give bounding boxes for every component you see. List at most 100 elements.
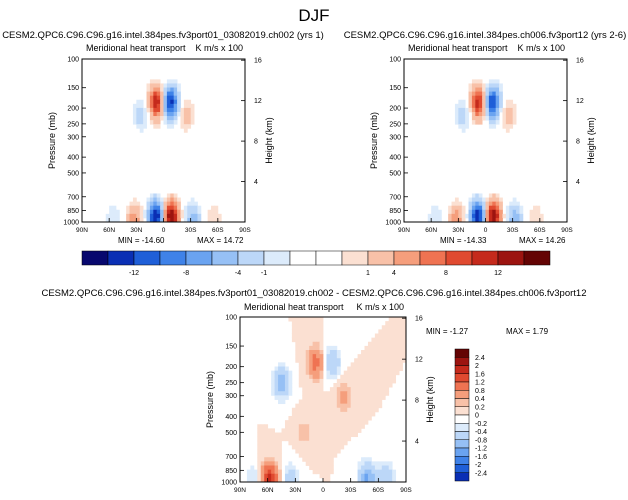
heatmap-cell — [381, 473, 386, 479]
heatmap-cell — [350, 395, 355, 400]
heatmap-cell — [302, 395, 307, 400]
heatmap-cell — [312, 325, 317, 330]
heatmap-cell — [136, 213, 141, 219]
heatmap-cell — [284, 477, 289, 483]
heatmap-cell — [260, 424, 265, 429]
heatmap-cell — [454, 107, 459, 113]
heatmap-cell — [288, 440, 293, 446]
heatmap-cell — [392, 370, 397, 376]
heatmap-cell — [482, 209, 486, 215]
heatmap-cell — [323, 457, 327, 462]
heatmap-cell — [316, 329, 320, 334]
heatmap-cell — [367, 341, 372, 347]
heatmap-cell — [319, 383, 324, 388]
heatmap-cell — [364, 477, 369, 483]
heatmap-cell — [319, 329, 324, 334]
heatmap-cell — [364, 457, 369, 462]
heatmap-cell — [492, 201, 497, 207]
pressure-tick-label: 700 — [67, 194, 79, 201]
heatmap-cell — [139, 213, 144, 219]
heatmap-cell — [288, 370, 293, 376]
heatmap-cell — [295, 440, 300, 446]
heatmap-cell — [291, 411, 296, 417]
heatmap-cell — [482, 95, 486, 101]
heatmap-cell — [329, 428, 334, 433]
heatmap-cell — [374, 374, 379, 380]
heatmap-cell — [361, 403, 365, 409]
heatmap-cell — [160, 95, 164, 101]
heatmap-cell — [357, 469, 362, 475]
heatmap-cell — [478, 107, 483, 113]
heatmap-cell — [485, 209, 490, 215]
heatmap-cell — [250, 473, 255, 479]
heatmap-cell — [336, 399, 341, 405]
heatmap-cell — [160, 116, 164, 121]
heatmap-cell — [357, 378, 362, 384]
heatmap-cell — [132, 213, 137, 219]
height-tick-label: 4 — [254, 179, 258, 186]
heatmap-cell — [316, 341, 320, 347]
heatmap-cell — [378, 337, 383, 343]
heatmap-cell — [482, 201, 486, 207]
heatmap-cell — [465, 124, 469, 129]
heatmap-cell — [126, 217, 130, 223]
heatmap-cell — [143, 111, 147, 117]
heatmap-cell — [187, 209, 192, 215]
colorbar-label: -2.4 — [475, 470, 487, 477]
heatmap-cell — [378, 469, 383, 475]
colorbar-swatch — [107, 250, 135, 266]
heatmap-cell — [177, 95, 181, 101]
heatmap-cell — [170, 197, 175, 203]
heatmap-cell — [302, 428, 307, 433]
heatmap-cell — [302, 440, 307, 446]
heatmap-cell — [336, 416, 341, 421]
heatmap-cell — [298, 383, 303, 388]
heatmap-cell — [170, 91, 175, 97]
heatmap-cell — [309, 350, 314, 355]
heatmap-cell — [166, 201, 171, 207]
heatmap-cell — [156, 120, 161, 125]
heatmap-cell — [458, 124, 463, 129]
heatmap-cell — [361, 374, 365, 380]
heatmap-cell — [395, 333, 400, 339]
heatmap-cell — [475, 95, 480, 101]
heatmap-cell — [288, 436, 293, 442]
colorbar-swatch — [445, 250, 473, 266]
heatmap-cell — [471, 197, 476, 203]
heatmap-cell — [488, 103, 493, 109]
heatmap-cell — [163, 201, 168, 207]
heatmap-cell — [264, 461, 269, 466]
heatmap-cell — [136, 116, 141, 121]
heatmap-cell — [260, 457, 265, 462]
heatmap-cell — [295, 329, 300, 334]
heatmap-cell — [305, 366, 310, 372]
heatmap-cell — [357, 411, 362, 417]
heatmap-cell — [468, 107, 473, 113]
heatmap-cell — [302, 411, 307, 417]
heatmap-cell — [309, 333, 314, 339]
heatmap-cell — [367, 477, 372, 483]
pressure-tick-label: 100 — [225, 315, 237, 322]
heatmap-cell — [153, 95, 158, 101]
heatmap-cell — [136, 209, 141, 215]
heatmap-cell — [512, 201, 517, 207]
heatmap-cell — [478, 83, 483, 88]
heatmap-cell — [516, 205, 520, 211]
heatmap-cell — [458, 107, 463, 113]
heatmap-cell — [374, 378, 379, 384]
heatmap-cell — [316, 420, 320, 425]
heatmap-cell — [298, 350, 303, 355]
heatmap-cell — [312, 366, 317, 372]
heatmap-cell — [326, 362, 331, 367]
heatmap-cell — [177, 111, 181, 117]
heatmap-cell — [354, 374, 358, 380]
heatmap-cell — [302, 362, 307, 367]
lat-tick-label: 0 — [321, 487, 325, 494]
heatmap-cell — [499, 213, 503, 219]
heatmap-cell — [333, 383, 338, 388]
heatmap-cell — [156, 201, 161, 207]
heatmap-cell — [468, 99, 473, 105]
heatmap-cell — [388, 321, 393, 326]
heatmap-cell — [163, 213, 168, 219]
heatmap-cell — [323, 403, 327, 409]
